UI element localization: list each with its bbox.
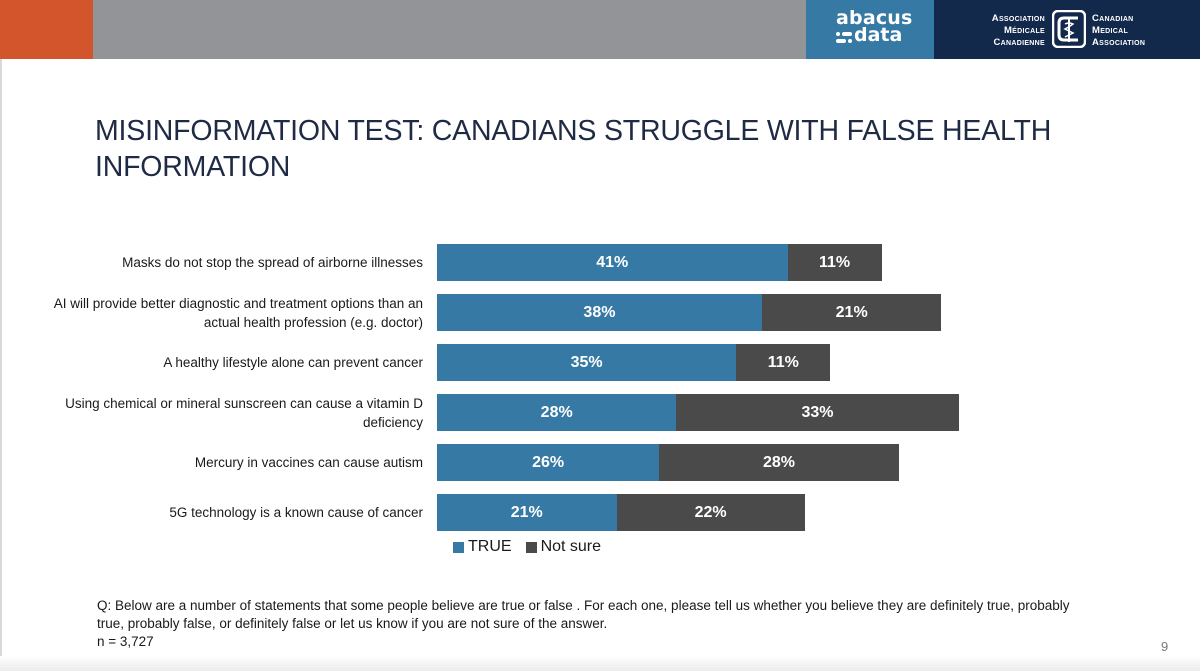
data-label: 26%: [532, 453, 565, 471]
bar-true: 35%: [437, 344, 737, 381]
data-label: 28%: [762, 453, 795, 471]
category-label: A healthy lifestyle alone can prevent ca…: [163, 355, 423, 370]
bar-notsure: 33%: [676, 394, 959, 431]
abacus-data-logo: abacus data: [806, 0, 934, 59]
bar-true: 21%: [437, 494, 617, 531]
bar-true: 38%: [437, 294, 762, 331]
data-label: 11%: [819, 253, 851, 271]
stacked-bar-chart: Masks do not stop the spread of airborne…: [0, 230, 1200, 531]
page-number: 9: [1161, 639, 1169, 654]
chart-legend: TRUE Not sure: [453, 538, 615, 556]
bar-notsure: 22%: [616, 494, 805, 531]
bar-true: 41%: [437, 244, 788, 281]
bar-notsure: 28%: [659, 444, 899, 481]
cma-emblem-icon: [1052, 10, 1086, 48]
cma-english-name: Canadian Medical Association: [1092, 13, 1146, 48]
left-edge-line: [0, 59, 2, 671]
abacus-logo-word: abacus: [836, 7, 913, 29]
bar-notsure: 11%: [736, 344, 831, 381]
cma-french-name: Association Médicale Canadienne: [991, 13, 1045, 48]
bottom-shadow: [0, 656, 1200, 671]
data-label: 41%: [596, 253, 629, 271]
category-label: AI will provide better diagnostic and tr…: [53, 295, 423, 330]
data-label: 38%: [583, 303, 616, 321]
category-label: Mercury in vaccines can cause autism: [194, 455, 423, 470]
slide-title: MISINFORMATION TEST: CANADIANS STRUGGLE …: [95, 115, 1052, 183]
bar-true: 28%: [437, 394, 677, 431]
data-label: 35%: [570, 353, 603, 371]
category-label: Using chemical or mineral sunscreen can …: [65, 395, 423, 430]
legend-swatch-true: [453, 541, 464, 553]
abacus-logo-word-data: data: [854, 24, 903, 46]
legend-label-not-sure: Not sure: [540, 538, 602, 555]
cma-logo: Association Médicale Canadienne Canadian…: [934, 0, 1200, 59]
category-label: Masks do not stop the spread of airborne…: [122, 255, 423, 270]
data-label: 21%: [510, 503, 543, 521]
data-label: 28%: [540, 403, 573, 421]
bar-notsure: 11%: [787, 244, 882, 281]
legend-label-true: TRUE: [468, 538, 512, 555]
data-label: 21%: [835, 303, 868, 321]
sample-size: n = 3,727: [97, 634, 154, 649]
legend-item-not-sure: Not sure: [525, 538, 602, 556]
accent-block: [0, 0, 93, 59]
question-footnote: Q: Below are a number of statements that…: [97, 598, 1070, 631]
legend-swatch-not-sure: [525, 541, 537, 553]
bar-true: 26%: [437, 444, 660, 481]
category-label: 5G technology is a known cause of cancer: [169, 505, 423, 520]
data-label: 33%: [801, 403, 834, 421]
abacus-dots-icon: [836, 32, 852, 43]
legend-item-true: TRUE: [453, 538, 512, 556]
data-label: 11%: [767, 353, 799, 371]
data-label: 22%: [694, 503, 727, 521]
bar-notsure: 21%: [761, 294, 942, 331]
